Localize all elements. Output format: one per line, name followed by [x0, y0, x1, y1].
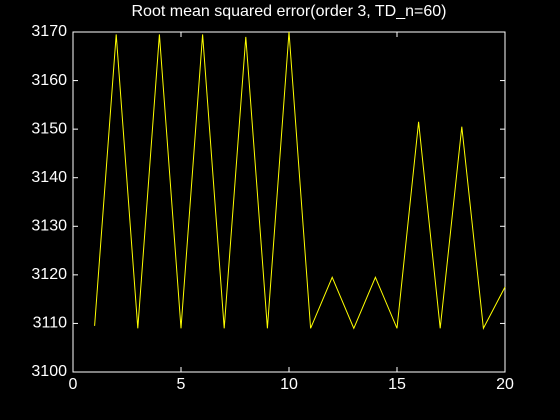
x-tick-label: 10 — [280, 376, 298, 393]
y-tick-label: 3160 — [31, 72, 67, 89]
x-tick-label: 0 — [69, 376, 78, 393]
y-tick-label: 3100 — [31, 363, 67, 380]
x-tick-label: 20 — [496, 376, 514, 393]
data-line — [94, 31, 506, 330]
y-tick-label: 3140 — [31, 169, 67, 186]
x-tick-label: 5 — [177, 376, 186, 393]
y-tick-label: 3150 — [31, 120, 67, 137]
y-tick-label: 3130 — [31, 218, 67, 235]
y-tick-label: 3110 — [33, 315, 68, 332]
x-tick-label: 15 — [388, 376, 406, 393]
y-tick-label: 3170 — [31, 23, 67, 40]
chart-title: Root mean squared error(order 3, TD_n=60… — [132, 3, 447, 20]
y-tick-label: 3120 — [31, 266, 67, 283]
axes-box — [72, 31, 506, 373]
